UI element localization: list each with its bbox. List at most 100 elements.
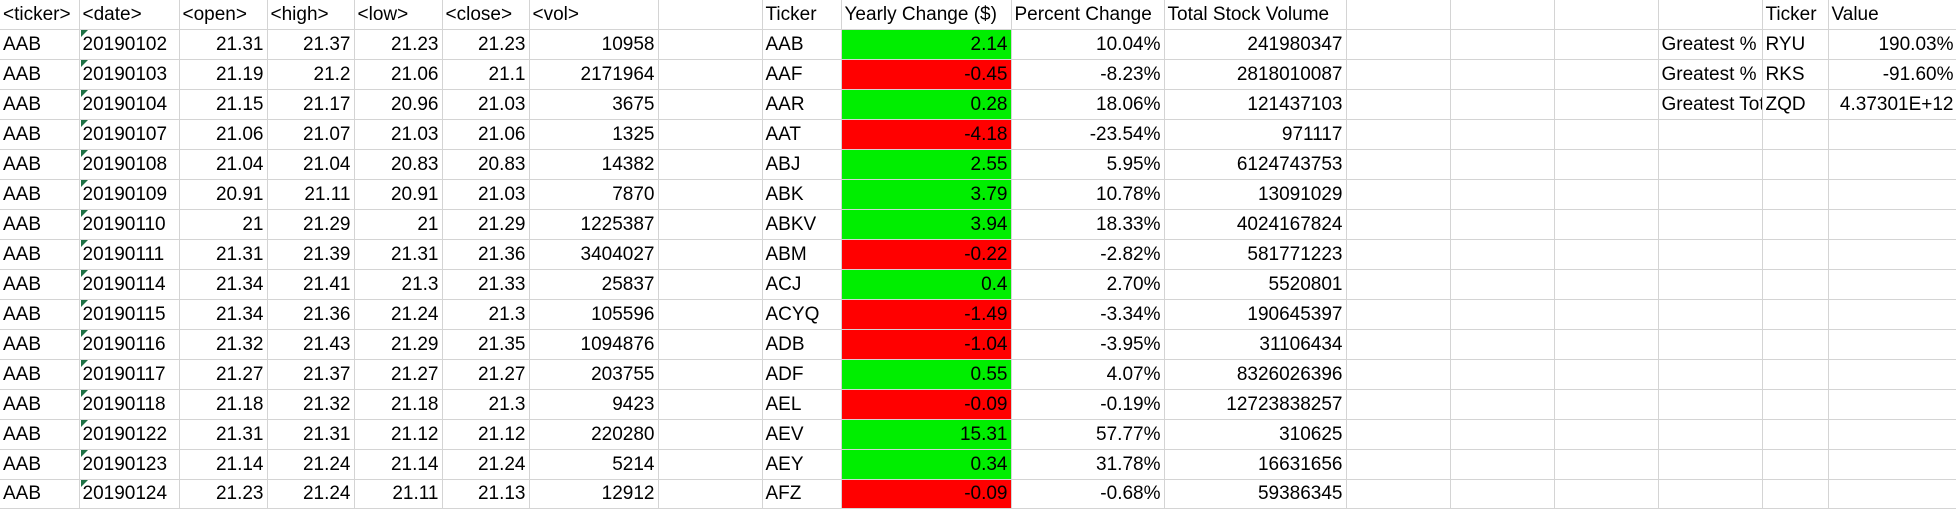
raw-data-cell[interactable]: 21.32 xyxy=(267,389,355,420)
raw-data-cell[interactable]: AAB xyxy=(0,89,80,120)
yearly-change-cell[interactable]: 0.55 xyxy=(841,359,1012,390)
cell-empty[interactable] xyxy=(1658,119,1763,150)
cell-empty[interactable] xyxy=(1346,149,1451,180)
raw-data-cell[interactable]: 21.24 xyxy=(442,449,530,480)
summary-data-cell[interactable]: 16631656 xyxy=(1164,449,1347,480)
raw-data-cell[interactable]: 3404027 xyxy=(529,239,659,270)
summary-data-cell[interactable]: ABK xyxy=(762,179,842,210)
yearly-change-cell[interactable]: -0.45 xyxy=(841,59,1012,90)
cell-empty[interactable] xyxy=(1346,239,1451,270)
summary-data-cell[interactable]: 4.07% xyxy=(1011,359,1165,390)
raw-data-cell[interactable]: 21.06 xyxy=(179,119,268,150)
raw-data-cell[interactable]: 21.06 xyxy=(442,119,530,150)
cell-empty[interactable] xyxy=(658,359,763,390)
cell-empty[interactable] xyxy=(1450,269,1555,300)
raw-data-cell[interactable]: 21.3 xyxy=(442,299,530,330)
cell-empty[interactable] xyxy=(658,59,763,90)
raw-data-cell[interactable]: AAB xyxy=(0,299,80,330)
raw-data-cell[interactable]: 20190104 xyxy=(79,89,180,120)
cell-empty[interactable] xyxy=(1450,119,1555,150)
raw-data-cell[interactable]: 20.83 xyxy=(442,149,530,180)
cell-empty[interactable] xyxy=(1346,59,1451,90)
cell-empty[interactable] xyxy=(1658,239,1763,270)
cell-empty[interactable] xyxy=(1658,359,1763,390)
raw-data-cell[interactable]: 21.24 xyxy=(267,449,355,480)
yearly-change-cell[interactable]: 15.31 xyxy=(841,419,1012,450)
cell-empty[interactable] xyxy=(1346,359,1451,390)
cell-empty[interactable] xyxy=(658,149,763,180)
raw-data-cell[interactable]: 21.31 xyxy=(179,239,268,270)
summary-data-cell[interactable]: 121437103 xyxy=(1164,89,1347,120)
yearly-change-cell[interactable]: 3.79 xyxy=(841,179,1012,210)
greatest-ticker-cell[interactable]: RKS xyxy=(1762,59,1829,90)
cell-empty[interactable] xyxy=(658,119,763,150)
raw-data-cell[interactable]: 21.13 xyxy=(442,479,530,509)
cell-empty[interactable] xyxy=(1450,89,1555,120)
raw-data-cell[interactable]: 20190109 xyxy=(79,179,180,210)
raw-data-cell[interactable]: 21.34 xyxy=(179,269,268,300)
summary-data-cell[interactable]: 8326026396 xyxy=(1164,359,1347,390)
raw-header-cell[interactable]: <ticker> xyxy=(0,0,80,30)
cell-empty[interactable] xyxy=(1828,419,1956,450)
raw-data-cell[interactable]: 21.17 xyxy=(267,89,355,120)
cell-empty[interactable] xyxy=(1346,179,1451,210)
raw-data-cell[interactable]: 20.91 xyxy=(354,179,443,210)
raw-data-cell[interactable]: AAB xyxy=(0,479,80,509)
raw-data-cell[interactable]: 1094876 xyxy=(529,329,659,360)
raw-data-cell[interactable]: 21.23 xyxy=(179,479,268,509)
cell-empty[interactable] xyxy=(1554,29,1659,60)
cell-empty[interactable] xyxy=(1828,179,1956,210)
cell-empty[interactable] xyxy=(1450,299,1555,330)
raw-data-cell[interactable]: 21.11 xyxy=(267,179,355,210)
raw-data-cell[interactable]: 21.3 xyxy=(442,389,530,420)
cell-empty[interactable] xyxy=(1828,119,1956,150)
raw-data-cell[interactable]: 5214 xyxy=(529,449,659,480)
raw-data-cell[interactable]: 20190124 xyxy=(79,479,180,509)
raw-data-cell[interactable]: 21.18 xyxy=(354,389,443,420)
raw-data-cell[interactable]: AAB xyxy=(0,209,80,240)
raw-data-cell[interactable]: 21.14 xyxy=(179,449,268,480)
cell-empty[interactable] xyxy=(1450,59,1555,90)
cell-empty[interactable] xyxy=(1346,329,1451,360)
yearly-change-cell[interactable]: -1.04 xyxy=(841,329,1012,360)
raw-data-cell[interactable]: 10958 xyxy=(529,29,659,60)
raw-data-cell[interactable]: AAB xyxy=(0,269,80,300)
cell-empty[interactable] xyxy=(1450,149,1555,180)
summary-data-cell[interactable]: 5.95% xyxy=(1011,149,1165,180)
cell-empty[interactable] xyxy=(1762,209,1829,240)
raw-data-cell[interactable]: 21.1 xyxy=(442,59,530,90)
raw-data-cell[interactable]: 21.41 xyxy=(267,269,355,300)
raw-data-cell[interactable]: 21.27 xyxy=(179,359,268,390)
summary-data-cell[interactable]: -0.19% xyxy=(1011,389,1165,420)
raw-header-cell[interactable]: <open> xyxy=(179,0,268,30)
cell-empty[interactable] xyxy=(1658,269,1763,300)
summary-data-cell[interactable]: -8.23% xyxy=(1011,59,1165,90)
raw-data-cell[interactable]: 21.29 xyxy=(354,329,443,360)
summary-data-cell[interactable]: -3.34% xyxy=(1011,299,1165,330)
yearly-change-cell[interactable]: 0.34 xyxy=(841,449,1012,480)
raw-data-cell[interactable]: 21.29 xyxy=(267,209,355,240)
raw-data-cell[interactable]: 21 xyxy=(179,209,268,240)
raw-data-cell[interactable]: AAB xyxy=(0,149,80,180)
cell-empty[interactable] xyxy=(1554,239,1659,270)
summary-data-cell[interactable]: 59386345 xyxy=(1164,479,1347,509)
cell-empty[interactable] xyxy=(658,419,763,450)
raw-data-cell[interactable]: 21.37 xyxy=(267,29,355,60)
raw-data-cell[interactable]: 20190111 xyxy=(79,239,180,270)
cell-empty[interactable] xyxy=(1554,299,1659,330)
cell-empty[interactable] xyxy=(1554,449,1659,480)
raw-header-cell[interactable]: <high> xyxy=(267,0,355,30)
raw-data-cell[interactable]: AAB xyxy=(0,29,80,60)
cell-empty[interactable] xyxy=(1450,389,1555,420)
raw-data-cell[interactable]: 21.29 xyxy=(442,209,530,240)
raw-data-cell[interactable]: 220280 xyxy=(529,419,659,450)
cell-empty[interactable] xyxy=(1346,269,1451,300)
raw-data-cell[interactable]: 21.32 xyxy=(179,329,268,360)
raw-data-cell[interactable]: 21.15 xyxy=(179,89,268,120)
raw-data-cell[interactable]: 20190116 xyxy=(79,329,180,360)
greatest-value-cell[interactable]: 4.37301E+12 xyxy=(1828,89,1956,120)
greatest-label-cell[interactable]: Greatest % Decrease xyxy=(1658,59,1763,90)
raw-data-cell[interactable]: 21.04 xyxy=(267,149,355,180)
raw-data-cell[interactable]: 21.35 xyxy=(442,329,530,360)
raw-data-cell[interactable]: 21.39 xyxy=(267,239,355,270)
